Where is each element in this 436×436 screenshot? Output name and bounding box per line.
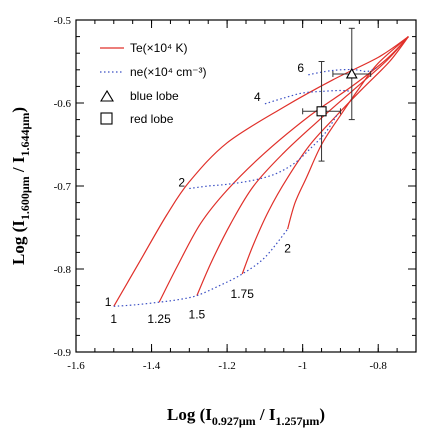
y-tick-label: -0.7 — [54, 181, 72, 193]
ne-value-label: 4 — [254, 90, 261, 104]
y-tick-label: -0.5 — [54, 15, 72, 27]
ne-value-label: 1 — [105, 295, 112, 309]
observations-layer — [302, 27, 372, 162]
x-axis-title: Log (I0.927μm / I1.257μm) — [167, 405, 325, 428]
te-value-label: 2 — [284, 241, 291, 255]
y-title-part-3: 1.644μm — [18, 113, 32, 157]
ne-value-label: 6 — [297, 61, 304, 75]
x-tick-label: -1 — [298, 360, 307, 372]
axis-ticks: -1.6 -1.4 -1.2 -1 -0.8 -0.9 -0.8 -0.7 -0.6 -0.5 — [54, 15, 417, 372]
x-tick-label: -1.4 — [143, 360, 161, 372]
y-title-part-2: / I — [9, 156, 28, 176]
te-value-label: 1.25 — [147, 312, 171, 326]
ne-curve-1 — [113, 228, 289, 307]
curve-labels: 1 1.25 1.5 1.75 2 1 2 4 6 — [105, 61, 305, 326]
y-tick-label: -0.6 — [54, 98, 72, 110]
legend-te-label: Te(×10⁴ K) — [130, 41, 188, 55]
plot-frame — [75, 19, 417, 353]
x-title-part-3: 1.257μm — [276, 414, 320, 428]
te-curve-1-25 — [158, 36, 409, 303]
x-title-part-2: / I — [256, 405, 276, 424]
y-axis-title: Log (I1.600μm / I1.644μm) — [9, 107, 32, 265]
te-curve-1-75 — [241, 36, 409, 275]
y-title-part-1: 1.600μm — [18, 176, 32, 220]
blue-lobe-marker — [345, 67, 358, 79]
x-tick-label: -0.8 — [370, 360, 388, 372]
x-title-part-0: Log (I — [167, 405, 212, 424]
legend-triangle-icon — [100, 89, 114, 102]
legend-square-icon — [100, 112, 113, 125]
legend-ne-label: ne(×10⁴ cm⁻³) — [130, 65, 207, 79]
y-title-part-4: ) — [9, 107, 28, 113]
ne-curve-6 — [308, 67, 377, 76]
ne-value-label: 2 — [178, 176, 185, 190]
x-title-part-1: 0.927μm — [212, 414, 256, 428]
red-lobe-marker — [316, 106, 327, 117]
ne-curve-4 — [264, 89, 352, 105]
x-tick-label: -1.2 — [218, 360, 235, 372]
legend-red-lobe-label: red lobe — [130, 112, 174, 126]
te-curve-2 — [287, 36, 409, 230]
y-tick-label: -0.9 — [54, 347, 72, 359]
legend: Te(×10⁴ K) ne(×10⁴ cm⁻³) blue lobe red l… — [100, 41, 207, 126]
te-value-label: 1.5 — [189, 308, 206, 322]
curves-layer — [113, 36, 409, 307]
y-tick-label: -0.8 — [54, 264, 72, 276]
te-curve-1 — [113, 36, 409, 307]
ne-curve-2 — [189, 115, 338, 190]
y-title-part-0: Log (I — [9, 220, 28, 265]
te-value-label: 1.75 — [231, 287, 255, 301]
legend-blue-lobe-label: blue lobe — [130, 89, 179, 103]
x-tick-label: -1.6 — [67, 360, 85, 372]
x-title-part-4: ) — [319, 405, 325, 424]
te-curve-1-5 — [196, 36, 409, 296]
te-value-label: 1 — [110, 312, 117, 326]
